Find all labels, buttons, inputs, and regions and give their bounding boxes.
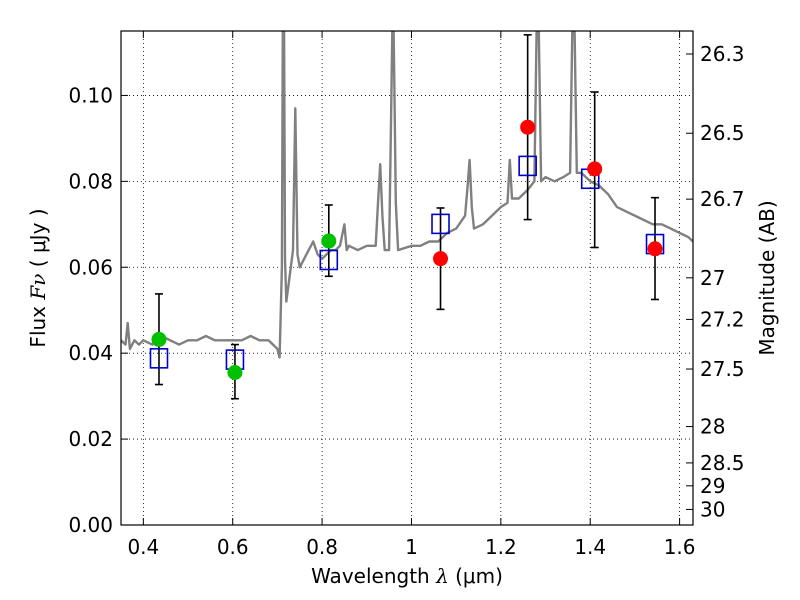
y2-tick-label: 26.3 [700,42,745,66]
y-axis-label: Flux [26,306,50,348]
y2-tick-label: 26.7 [700,187,745,211]
spectrum-layer [121,31,693,359]
y2-tick-label: 26.5 [700,121,745,145]
x-axis-symbol: λ [435,564,449,588]
grid-lines [121,31,693,525]
green-point [321,233,337,249]
red-point [433,251,449,267]
y-tick-label: 0.06 [68,255,113,279]
x-axis-unit: (μm) [455,564,503,588]
green-point [227,365,243,381]
x-tick-label: 1 [405,535,418,559]
y-axis-symbol: Fν [26,274,50,301]
x-tick-label: 1.4 [574,535,606,559]
red-point [587,161,603,177]
y2-tick-label: 27.5 [700,357,745,381]
y2-tick-label: 28.5 [700,451,745,475]
plot-frame [120,30,694,526]
y-axis-unit: ( μJy ) [26,208,50,267]
y-axis-ticks: 0.00 0.02 0.04 0.06 0.08 0.10 [68,83,128,537]
green-point [151,331,167,347]
model-square [431,213,450,235]
y2-tick-label: 30 [700,497,725,521]
x-axis-ticks: 0.4 0.6 0.8 1 1.2 1.4 1.6 [127,31,696,559]
red-point [520,119,536,135]
model-square [149,348,169,369]
y-axis-title: Flux Fν ( μJy ) [26,208,50,347]
model-squares [149,155,665,370]
y-tick-label: 0.08 [68,169,113,193]
green-points [151,233,337,381]
y2-tick-label: 28 [700,415,725,439]
y2-tick-label: 29 [700,474,725,498]
y-tick-label: 0.00 [68,513,113,537]
y-tick-label: 0.02 [68,427,113,451]
y2-tick-label: 27 [700,266,725,290]
y2-tick-label: 27.2 [700,307,745,331]
x-tick-label: 0.8 [306,535,338,559]
red-point [647,241,663,257]
red-points [433,119,663,267]
model-square [518,155,537,177]
spectrum-line [121,31,693,359]
error-bars [154,34,660,400]
model-square [319,249,339,271]
x-axis-label: Wavelength [311,564,430,588]
y-tick-label: 0.04 [68,341,113,365]
x-tick-label: 1.2 [485,535,517,559]
x-tick-label: 0.4 [127,535,159,559]
y-tick-label: 0.10 [68,83,113,107]
x-tick-label: 1.6 [664,535,696,559]
x-tick-label: 0.6 [217,535,249,559]
x-axis-title: Wavelength λ (μm) [311,564,503,588]
y2-axis-title: Magnitude (AB) [755,200,779,355]
